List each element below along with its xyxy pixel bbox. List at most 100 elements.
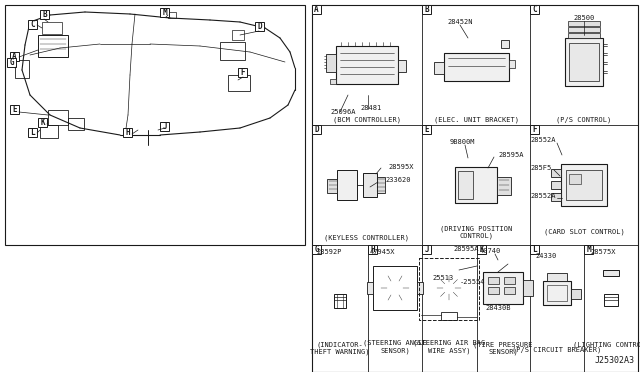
Bar [312,125,321,134]
Text: 25096A: 25096A [330,109,355,115]
Text: G: G [314,245,319,254]
Bar [569,174,581,184]
Bar [523,280,533,296]
Bar [422,125,431,134]
Bar [220,42,245,60]
Bar [488,277,499,284]
Bar [530,5,539,14]
Bar [509,60,515,68]
Text: K: K [479,245,484,254]
Bar [373,266,417,310]
Bar [433,62,444,74]
Bar [561,164,607,206]
Bar [504,277,515,284]
Text: (KEYLESS CONTROLLER): (KEYLESS CONTROLLER) [324,235,410,241]
Bar [569,43,599,81]
Text: M: M [162,8,167,17]
Bar [255,22,264,31]
Text: J: J [424,245,429,254]
Bar [68,118,84,130]
Text: (P/S CIRCUIT BREAKER): (P/S CIRCUIT BREAKER) [513,347,602,353]
Bar [500,40,509,48]
Bar [42,22,62,34]
Bar [568,21,600,26]
Bar [168,12,176,18]
Text: F: F [240,68,245,77]
Bar [497,177,511,195]
Bar [40,10,49,19]
Text: 28430B: 28430B [485,305,511,311]
Bar [398,60,406,72]
Text: 24330: 24330 [535,253,556,259]
Text: L: L [532,245,537,254]
Bar [334,294,346,308]
Text: 285F5: 285F5 [531,165,552,171]
Text: (TIRE PRESSURE
SENSOR): (TIRE PRESSURE SENSOR) [473,341,532,355]
Bar [377,177,385,193]
Bar [160,122,169,131]
Text: B: B [424,5,429,14]
Text: 28500: 28500 [573,15,595,21]
Text: 25513: 25513 [432,275,453,281]
Bar [10,52,19,61]
Bar [228,75,250,91]
Bar [547,273,567,281]
Bar [312,245,321,254]
Bar [330,79,336,84]
Bar [336,46,398,84]
Text: (P/S CONTROL): (P/S CONTROL) [556,117,612,123]
Bar [312,5,638,372]
Text: -25554: -25554 [460,279,486,285]
Text: 233620: 233620 [385,177,410,183]
Bar [444,53,509,81]
Text: 28595A: 28595A [498,152,524,158]
Text: 28481: 28481 [360,105,381,111]
Bar [232,30,244,40]
Bar [603,270,619,276]
Bar [565,38,603,86]
Text: G: G [9,58,14,67]
Text: K: K [40,118,45,127]
Bar [488,287,499,294]
Text: C: C [30,20,35,29]
Bar [568,33,600,38]
Bar [123,128,132,137]
Bar [551,169,561,177]
Bar [419,258,479,320]
Text: (CARD SLOT CONTROL): (CARD SLOT CONTROL) [543,229,625,235]
Bar [422,245,431,254]
Bar [455,167,497,203]
Text: F: F [532,125,537,134]
Text: H: H [370,245,375,254]
Bar [5,5,305,245]
Bar [551,181,561,189]
Bar [28,20,37,29]
Text: L: L [30,128,35,137]
Text: (STEERING AIR BAG
WIRE ASSY): (STEERING AIR BAG WIRE ASSY) [413,340,485,354]
Text: E: E [424,125,429,134]
Text: E: E [12,105,17,114]
Bar [337,170,357,200]
Bar [326,54,336,72]
Bar [483,272,523,304]
Text: 28575X: 28575X [590,249,616,255]
Text: D: D [257,22,262,31]
Text: B: B [42,10,47,19]
Bar [15,60,29,78]
Bar [312,5,321,14]
Bar [160,8,169,17]
Bar [422,5,431,14]
Text: (STEERING ANGLE
SENSOR): (STEERING ANGLE SENSOR) [363,340,427,354]
Bar [568,27,600,32]
Bar [504,287,515,294]
Text: 28552A: 28552A [531,137,556,143]
Bar [441,312,457,320]
Text: A: A [12,52,17,61]
Text: 28595X: 28595X [388,164,413,170]
Text: (ELEC. UNIT BRACKET): (ELEC. UNIT BRACKET) [433,117,518,123]
Bar [584,245,593,254]
Bar [38,118,47,127]
Text: (DRIVING POSITION
CONTROL): (DRIVING POSITION CONTROL) [440,225,512,239]
Bar [551,193,561,201]
Bar [547,285,567,301]
